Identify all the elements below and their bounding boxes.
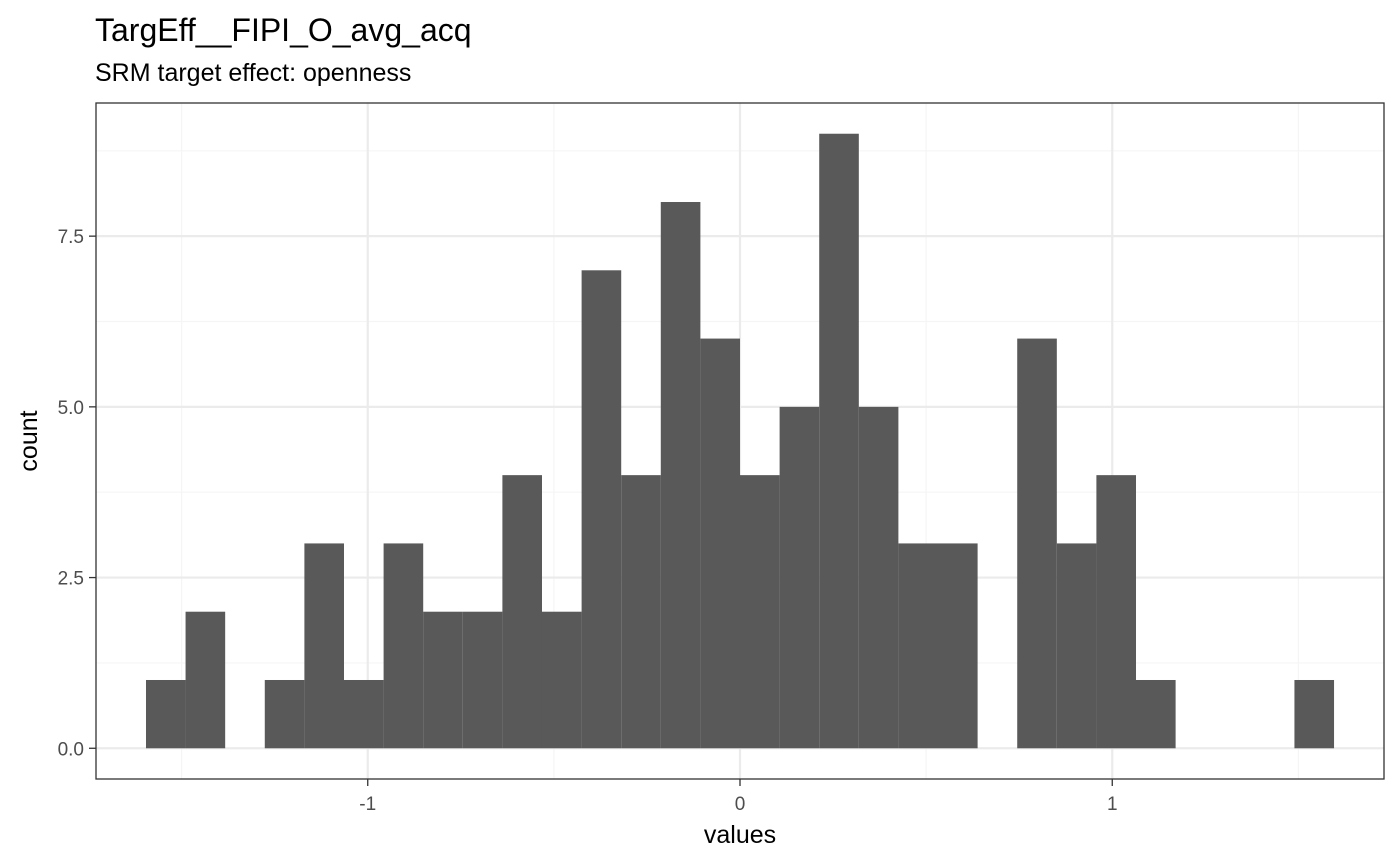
- histogram-bar: [1136, 679, 1176, 749]
- histogram-bar: [581, 270, 622, 749]
- chart-subtitle: SRM target effect: openness: [95, 59, 411, 87]
- x-tick-label: 0: [735, 794, 746, 815]
- histogram-bar: [423, 611, 463, 749]
- y-tick-label: 7.5: [58, 227, 84, 248]
- histogram-bar: [1017, 338, 1057, 749]
- x-axis: -1 0 1: [359, 779, 1118, 815]
- x-tick-label: -1: [359, 794, 376, 815]
- y-tick-label: 5.0: [58, 398, 84, 419]
- histogram-bar: [898, 543, 939, 749]
- histogram-bar: [660, 202, 701, 749]
- histogram-bar: [185, 611, 226, 749]
- histogram-bar: [938, 543, 978, 749]
- histogram-bar: [779, 406, 820, 749]
- histogram-bar: [1056, 543, 1097, 749]
- histogram-bar: [145, 679, 186, 749]
- histogram-bar: [819, 133, 859, 749]
- y-axis: 0.0 2.5 5.0 7.5: [58, 227, 96, 760]
- histogram-bar: [740, 475, 780, 749]
- histogram-bars: [145, 133, 1335, 749]
- chart-title: TargEff__FIPI_O_avg_acq: [95, 12, 472, 48]
- histogram-bar: [700, 338, 740, 749]
- histogram-bar: [858, 406, 899, 749]
- x-axis-title: values: [704, 821, 776, 849]
- histogram-bar: [304, 543, 344, 749]
- y-tick-label: 0.0: [58, 739, 84, 760]
- histogram-bar: [264, 679, 305, 749]
- x-tick-label: 1: [1107, 794, 1118, 815]
- histogram-bar: [343, 679, 384, 749]
- histogram-bar: [1294, 679, 1335, 749]
- histogram-bar: [541, 611, 582, 749]
- histogram-bar: [502, 475, 542, 749]
- histogram-bar: [1096, 475, 1137, 749]
- histogram-bar: [462, 611, 503, 749]
- y-tick-label: 2.5: [58, 569, 84, 590]
- y-axis-title: count: [15, 410, 43, 471]
- histogram-bar: [383, 543, 424, 749]
- histogram-bar: [621, 475, 661, 749]
